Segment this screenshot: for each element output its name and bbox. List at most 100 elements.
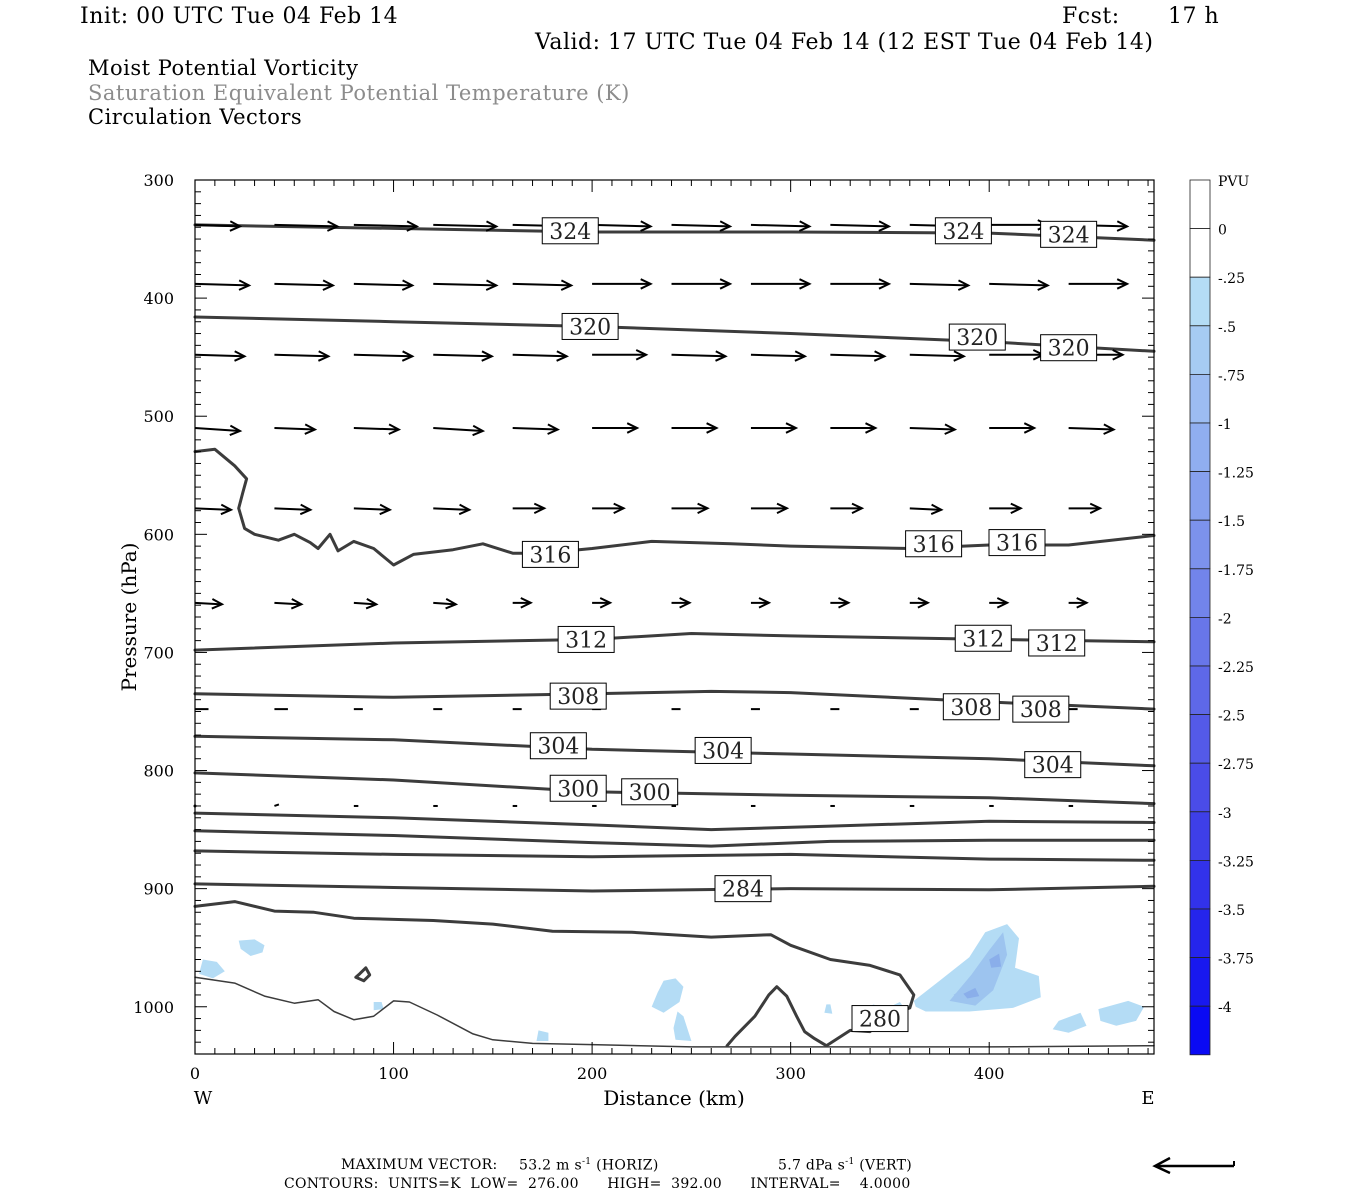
colorbar-bin-6 bbox=[1189, 471, 1211, 521]
vector-r0-c0 bbox=[194, 220, 243, 232]
contour-label-layer: 324 324 324 320 320 320 316 316 316 312 312 312 308 3… bbox=[521, 217, 1098, 1033]
pv-patch-3 bbox=[673, 1011, 692, 1041]
contour-label-21: 280 bbox=[851, 1005, 909, 1033]
colorbar-label-0: PVU bbox=[1218, 174, 1250, 190]
vector-r5-c10 bbox=[989, 597, 1010, 609]
svg-text:284: 284 bbox=[722, 878, 764, 903]
vector-r4-c8 bbox=[830, 502, 865, 514]
title-theta-es: Saturation Equivalent Potential Temperat… bbox=[88, 81, 630, 105]
contour-label-17: 304 bbox=[1024, 751, 1082, 779]
vector-r1-c8 bbox=[830, 278, 892, 290]
colorbar-label-8: -1.75 bbox=[1218, 563, 1254, 579]
pv-patch-2 bbox=[651, 978, 684, 1013]
vector-r2-c1 bbox=[274, 350, 331, 362]
contour-label-0: 324 bbox=[541, 217, 599, 245]
vector-r5-c1 bbox=[274, 598, 304, 610]
y-tick-label-500: 500 bbox=[143, 407, 174, 426]
contour-label-18: 300 bbox=[549, 774, 607, 802]
contour-296-6 bbox=[193, 811, 1156, 832]
svg-text:320: 320 bbox=[1048, 337, 1090, 362]
vector-r2-c8 bbox=[830, 350, 887, 362]
vector-r5-c11 bbox=[1068, 597, 1089, 609]
colorbar-label-3: -.5 bbox=[1218, 320, 1236, 336]
colorbar-bin-5 bbox=[1189, 422, 1211, 472]
pv-patch-10 bbox=[1052, 1012, 1087, 1033]
colorbar-label-1: 0 bbox=[1218, 223, 1227, 239]
vector-r2-c2 bbox=[353, 350, 415, 362]
vector-r4-c10 bbox=[989, 502, 1024, 514]
contour-label-5: 320 bbox=[1040, 334, 1098, 362]
vector-r5-c8 bbox=[830, 597, 851, 609]
contour-label-4: 320 bbox=[948, 323, 1006, 351]
x-tick-label-100: 100 bbox=[378, 1064, 409, 1083]
svg-text:304: 304 bbox=[702, 739, 744, 764]
vector-r4-c6 bbox=[671, 502, 710, 514]
colorbar-bin-8 bbox=[1189, 568, 1211, 618]
vector-r4-c9 bbox=[909, 503, 944, 516]
vector-r0-c2 bbox=[353, 220, 420, 232]
vector-r7-c1 bbox=[274, 803, 280, 807]
vector-r0-c6 bbox=[671, 220, 733, 232]
vector-r5-c9 bbox=[909, 597, 931, 609]
contour-label-12: 308 bbox=[549, 682, 607, 710]
vector-r3-c3 bbox=[433, 424, 486, 437]
vector-r1-c1 bbox=[274, 279, 336, 291]
colorbar-bin-4 bbox=[1189, 373, 1211, 424]
vector-r0-c8 bbox=[830, 220, 892, 232]
colorbar-label-13: -3 bbox=[1218, 806, 1232, 822]
vector-r1-c11 bbox=[1068, 278, 1130, 290]
contour-316-10 bbox=[193, 447, 1156, 567]
colorbar-label-4: -.75 bbox=[1218, 368, 1245, 384]
vector-r4-c5 bbox=[592, 502, 626, 514]
colorbar-label-6: -1.25 bbox=[1218, 466, 1254, 482]
svg-text:308: 308 bbox=[557, 685, 599, 710]
contour-label-6: 316 bbox=[521, 540, 579, 568]
vector-r4-c1 bbox=[274, 503, 313, 516]
y-axis-label: Pressure (hPa) bbox=[117, 543, 141, 692]
axis-layer: 300 400 500 600 700 800 900 1000 0 100 200 300 400 bbox=[133, 171, 1154, 1083]
contour-308-3 bbox=[193, 689, 1156, 711]
contour-label-15: 304 bbox=[529, 732, 587, 760]
vector-r2-c10 bbox=[989, 349, 1046, 361]
colorbar-bin-16 bbox=[1189, 957, 1211, 1007]
vector-r1-c2 bbox=[353, 279, 415, 291]
vector-r2-c5 bbox=[592, 349, 649, 361]
vector-r1-c4 bbox=[512, 279, 574, 291]
x-end-label-east: E bbox=[1141, 1088, 1154, 1109]
svg-text:320: 320 bbox=[956, 326, 998, 351]
colorbar-label-16: -3.75 bbox=[1218, 952, 1254, 968]
vector-r1-c6 bbox=[671, 278, 733, 290]
vector-r4-c7 bbox=[750, 502, 790, 514]
x-axis-label: Distance (km) bbox=[603, 1086, 745, 1110]
colorbar-bin-13 bbox=[1189, 811, 1211, 861]
svg-text:280: 280 bbox=[859, 1008, 901, 1033]
init-time: Init: 00 UTC Tue 04 Feb 14 bbox=[80, 4, 399, 29]
title-vectors: Circulation Vectors bbox=[88, 105, 303, 129]
pv-fill-layer bbox=[199, 924, 1145, 1041]
vector-r4-c2 bbox=[353, 503, 393, 516]
vector-r3-c11 bbox=[1068, 423, 1116, 435]
colorbar-label-10: -2.25 bbox=[1218, 660, 1254, 676]
svg-text:324: 324 bbox=[942, 220, 984, 245]
svg-text:304: 304 bbox=[537, 735, 579, 760]
vector-layer bbox=[193, 219, 1130, 808]
vector-r0-c7 bbox=[750, 220, 812, 232]
vector-r5-c0 bbox=[194, 598, 225, 610]
x-tick-label-300: 300 bbox=[775, 1064, 806, 1083]
svg-text:324: 324 bbox=[549, 220, 591, 245]
vector-r5-c7 bbox=[750, 597, 772, 609]
contour-284-9 bbox=[193, 882, 1156, 893]
vector-r2-c6 bbox=[671, 350, 728, 362]
contour-276-12 bbox=[194, 976, 1155, 1048]
contour-label-7: 316 bbox=[905, 530, 963, 558]
vector-r2-c0 bbox=[194, 350, 247, 362]
y-tick-label-700: 700 bbox=[143, 643, 174, 662]
vector-r2-c9 bbox=[909, 350, 967, 362]
colorbar-label-9: -2 bbox=[1218, 611, 1232, 627]
svg-text:324: 324 bbox=[1048, 223, 1090, 248]
colorbar-bin-1 bbox=[1189, 228, 1211, 278]
y-tick-label-800: 800 bbox=[143, 762, 174, 781]
svg-text:312: 312 bbox=[565, 628, 607, 653]
x-tick-label-200: 200 bbox=[577, 1064, 608, 1083]
